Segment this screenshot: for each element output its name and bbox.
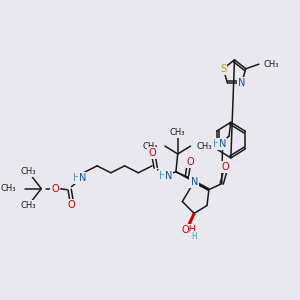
- Text: N: N: [79, 173, 86, 183]
- Text: CH₃: CH₃: [197, 142, 212, 151]
- Text: CH₃: CH₃: [170, 128, 185, 137]
- Text: CH₃: CH₃: [0, 184, 16, 193]
- Text: CH₃: CH₃: [263, 60, 279, 69]
- Text: N: N: [165, 171, 172, 181]
- Text: CH₃: CH₃: [21, 201, 36, 210]
- Text: O: O: [221, 162, 229, 172]
- Text: OH: OH: [181, 225, 196, 235]
- Text: CH₃: CH₃: [21, 167, 36, 176]
- Text: O: O: [148, 148, 156, 158]
- Text: O: O: [51, 184, 59, 194]
- Text: N: N: [219, 139, 226, 149]
- Text: H: H: [159, 171, 167, 181]
- Text: N: N: [190, 177, 198, 187]
- Text: O: O: [187, 157, 194, 167]
- Text: H: H: [213, 139, 221, 149]
- Text: CH₃: CH₃: [143, 142, 158, 151]
- Text: N: N: [238, 78, 245, 88]
- Text: S: S: [220, 64, 226, 74]
- Text: H: H: [73, 173, 81, 183]
- Text: O: O: [68, 200, 75, 211]
- Text: H: H: [191, 232, 197, 241]
